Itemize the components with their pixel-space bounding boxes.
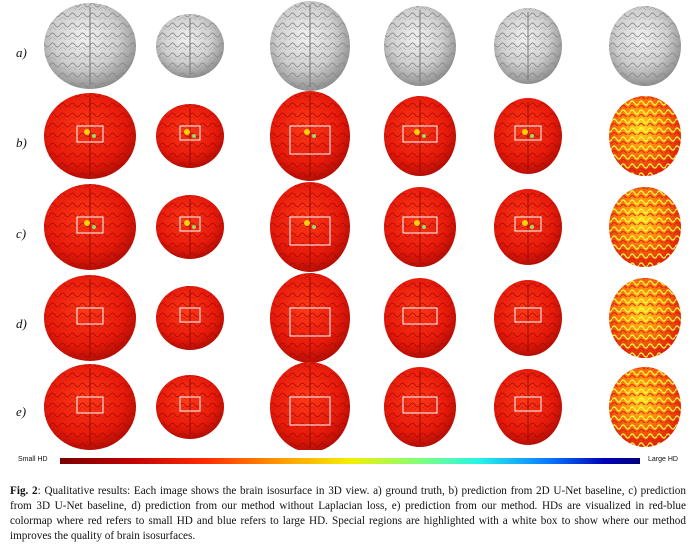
colorbar-large-label: Large HD — [648, 456, 678, 463]
brain-thumbnail — [384, 187, 456, 267]
highlight-box — [179, 307, 201, 323]
highlight-box — [76, 216, 104, 234]
highlight-box — [289, 396, 331, 426]
brain-thumbnail — [494, 280, 562, 356]
brain-thumbnail — [609, 6, 681, 86]
brain-thumbnail — [270, 1, 350, 91]
brain-thumbnail — [384, 96, 456, 176]
highlight-box — [402, 307, 438, 325]
brain-thumbnail — [609, 367, 681, 447]
hd-colorbar: Small HD Large HD — [0, 452, 694, 470]
brain-thumbnail — [44, 184, 136, 270]
brain-thumbnail — [494, 8, 562, 84]
brain-thumbnail — [384, 6, 456, 86]
highlight-box — [402, 396, 438, 414]
brain-thumbnail — [609, 96, 681, 176]
highlight-box — [289, 125, 331, 155]
highlight-box — [179, 216, 201, 232]
brain-isosurface-grid — [44, 1, 681, 450]
brain-thumbnail — [44, 364, 136, 450]
brain-thumbnail — [384, 278, 456, 358]
brain-thumbnail — [44, 275, 136, 361]
highlight-box — [179, 125, 201, 141]
highlight-box — [289, 216, 331, 246]
qualitative-results-figure: a) b) c) d) e) — [16, 1, 681, 450]
brain-thumbnail — [156, 104, 224, 168]
brain-thumbnail — [156, 195, 224, 259]
highlight-box — [76, 396, 104, 414]
highlight-box — [402, 125, 438, 143]
highlight-box — [179, 396, 201, 412]
brain-thumbnail — [494, 369, 562, 445]
brain-thumbnail — [494, 98, 562, 174]
highlight-box — [289, 307, 331, 337]
caption-text: : Qualitative results: Each image shows … — [10, 485, 686, 542]
row-label-d: d) — [16, 316, 27, 331]
row-label-b: b) — [16, 135, 27, 150]
brain-thumbnail — [270, 182, 350, 272]
highlight-box — [514, 125, 542, 141]
brain-thumbnail — [156, 286, 224, 350]
brain-thumbnail — [44, 3, 136, 89]
highlight-box — [514, 307, 542, 323]
brain-thumbnail — [156, 375, 224, 439]
brain-thumbnail — [270, 91, 350, 181]
highlight-box — [76, 307, 104, 325]
brain-thumbnail — [494, 189, 562, 265]
brain-thumbnail — [384, 367, 456, 447]
brain-thumbnail — [270, 273, 350, 363]
figure-caption: Fig. 2: Qualitative results: Each image … — [10, 484, 686, 544]
colorbar-gradient — [60, 458, 640, 464]
colorbar-small-label: Small HD — [18, 456, 48, 463]
highlight-box — [402, 216, 438, 234]
brain-thumbnail — [156, 14, 224, 78]
highlight-box — [514, 396, 542, 412]
figure-label: Fig. 2 — [10, 485, 38, 497]
row-label-c: c) — [16, 226, 27, 241]
row-label-e: e) — [16, 404, 27, 419]
brain-thumbnail — [609, 187, 681, 267]
highlight-box — [514, 216, 542, 232]
brain-thumbnail — [609, 278, 681, 358]
brain-thumbnail — [44, 93, 136, 179]
brain-thumbnail — [270, 362, 350, 450]
highlight-box — [76, 125, 104, 143]
row-label-a: a) — [16, 45, 27, 60]
